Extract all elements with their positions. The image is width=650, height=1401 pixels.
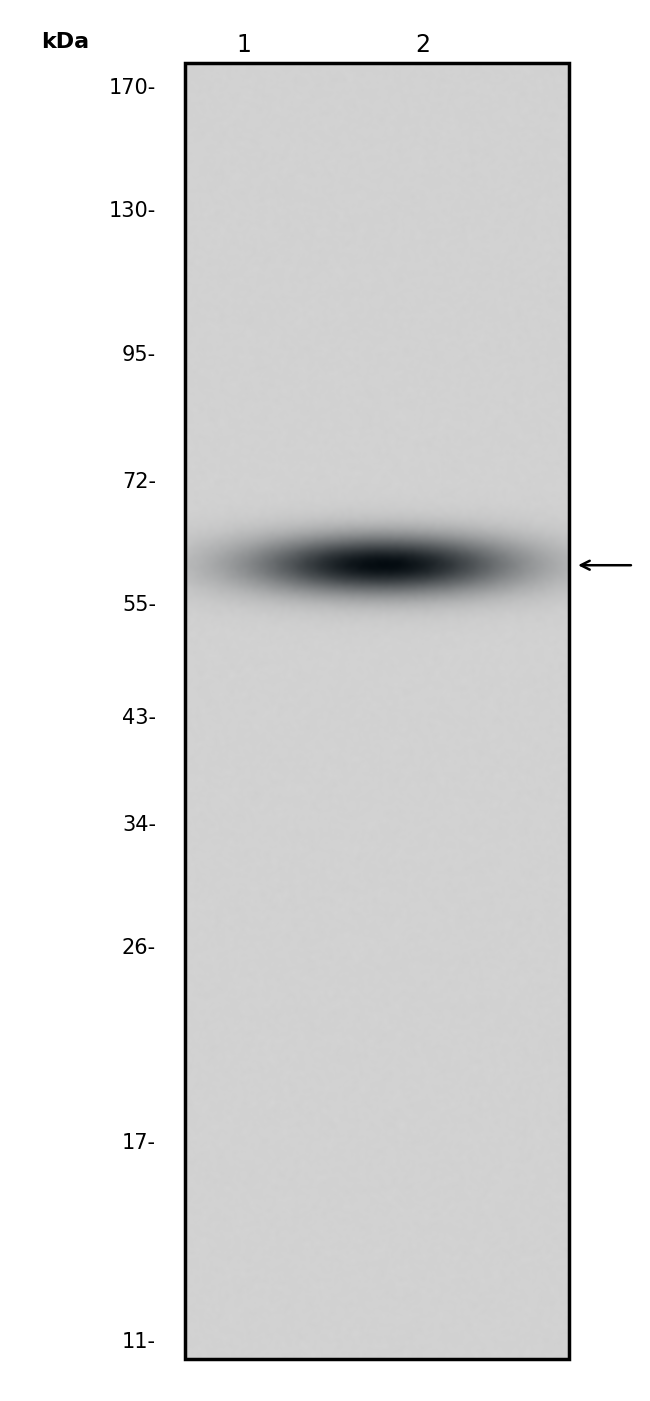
Text: 11-: 11- [122,1332,156,1352]
Bar [185,63,569,1359]
Text: 43-: 43- [122,708,156,727]
Text: 130-: 130- [109,202,156,221]
Text: 2: 2 [415,32,430,57]
Text: 17-: 17- [122,1133,156,1153]
Text: 55-: 55- [122,595,156,615]
Text: 34-: 34- [122,815,156,835]
Text: kDa: kDa [41,32,89,52]
Text: 1: 1 [237,32,251,57]
Text: 26-: 26- [122,939,156,958]
Text: 72-: 72- [122,472,156,492]
Text: 95-: 95- [122,345,156,364]
Text: 170-: 170- [109,78,156,98]
